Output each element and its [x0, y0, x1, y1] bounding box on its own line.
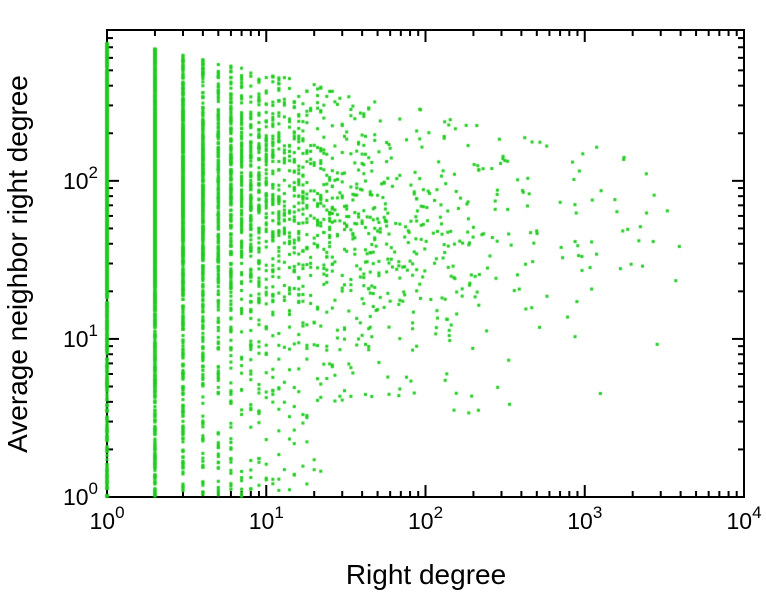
x-tick-label: 100: [89, 503, 124, 534]
y-tick-label: 102: [63, 163, 98, 194]
x-tick-label: 102: [408, 503, 443, 534]
y-axis-label: Average neighbor right degree: [2, 75, 33, 453]
x-tick-label: 101: [249, 503, 284, 534]
y-tick-label: 101: [63, 321, 98, 352]
x-tick-label: 104: [726, 503, 761, 534]
plot-frame: [106, 29, 745, 498]
x-tick-label: 103: [567, 503, 602, 534]
y-tick-label: 100: [63, 479, 98, 510]
axes-frame: 100 101 102 103 104 100 101 102: [63, 29, 762, 534]
x-axis-label: Right degree: [346, 559, 506, 590]
